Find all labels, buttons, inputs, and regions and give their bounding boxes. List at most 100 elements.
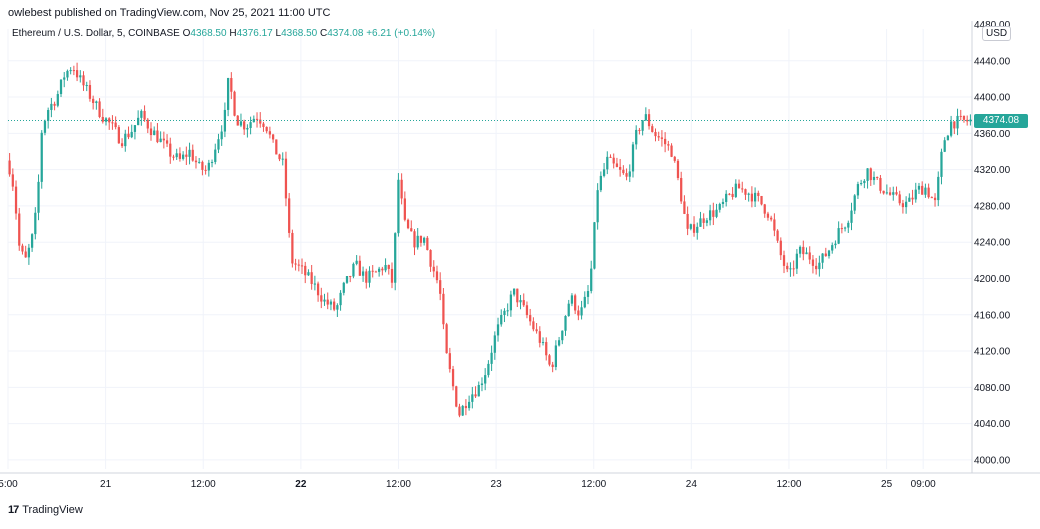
candle-body [233,91,236,116]
candle-body [133,125,137,132]
tradingview-logo-icon: 17 [8,504,19,516]
candle-body [876,176,879,178]
candle-body [320,295,323,302]
candle-body [557,340,561,346]
candle-body [66,70,69,78]
candle-body [435,271,439,281]
candle-body [384,264,387,271]
candle-body [371,270,374,272]
candle-body [43,120,47,133]
close-label: C [320,28,328,39]
candle-body [149,128,153,136]
candle-body [313,283,316,285]
candle-body [500,314,503,325]
candle-body [525,305,529,316]
candle-body [304,265,307,276]
open-value: 4368.50 [190,28,227,39]
candle-body [445,324,448,354]
candle-body [606,156,609,170]
candle-body [143,110,146,120]
candle-body [419,235,423,243]
candlestick-chart[interactable]: 4000.00 4040.00 4080.00 4120.00 4160.00 4200.… [0,21,1040,497]
footer-brand[interactable]: TradingView [22,504,83,516]
chart-grid [7,29,972,469]
candle-body [207,162,210,171]
chart-axes: 4000.00 4040.00 4080.00 4120.00 4160.00 4200.… [0,21,1040,490]
candle-body [480,383,484,386]
candle-body [27,247,31,258]
candle-body [667,144,670,146]
candle-body [18,213,21,246]
candle-body [79,75,82,78]
candle-body [268,131,272,135]
candle-body [426,237,429,251]
candle-body [689,224,692,229]
candle-body [172,156,175,158]
candle-body [692,224,696,233]
candle-body [795,253,798,269]
candle-body [82,75,85,86]
candle-body [583,296,586,308]
candle-body [843,227,847,229]
candle-body [831,245,834,251]
candle-body [326,299,329,305]
candle-body [840,228,843,230]
candle-body [933,197,937,201]
candle-body [631,144,635,172]
candle-body [779,240,782,256]
footer: 17 TradingView [8,504,83,516]
publisher-header: owlebest published on TradingView.com, N… [8,7,331,19]
candle-body [622,169,625,174]
candle-body [153,130,156,136]
candle-body [63,77,66,80]
candle-body [349,276,352,278]
candle-body [477,385,480,397]
candle-body [519,300,522,303]
candle-body [737,183,741,189]
candle-body [365,271,368,283]
y-tick-label: 4080.00 [974,383,1011,394]
candle-body [898,194,901,204]
candle-body [770,217,773,220]
candle-body [201,161,204,170]
candle-body [284,158,288,199]
candle-body [178,153,182,159]
candle-body [753,192,757,202]
candle-body [101,116,104,122]
candle-body [339,292,342,306]
candle-body [888,192,892,195]
candle-body [8,160,11,175]
candle-body [378,268,381,272]
candle-body [908,197,911,202]
candle-body [506,310,509,312]
candle-body [593,222,596,269]
candle-body [358,260,361,276]
candle-body [259,119,262,124]
candle-body [808,252,811,260]
candle-body [628,171,631,177]
candle-body [503,310,506,315]
candle-body [127,133,130,138]
candle-body [721,201,725,204]
candle-body [956,115,959,129]
currency-button[interactable]: USD [982,26,1012,41]
y-tick-label: 4320.00 [974,165,1011,176]
x-tick-label: 24 [686,479,698,490]
candle-body [387,264,390,269]
candle-body [262,123,265,127]
candle-body [423,237,426,243]
candle-body [532,321,535,330]
candle-body [712,210,715,217]
candle-body [599,175,602,191]
candle-body [300,265,304,267]
candle-body [644,114,647,121]
candle-body [818,262,821,270]
candle-body [451,369,455,387]
y-tick-label: 4440.00 [974,56,1011,67]
candle-body [538,331,541,343]
candle-body [798,246,802,254]
candle-body [159,138,162,143]
candle-body [458,406,461,416]
candle-body [124,133,127,147]
y-tick-label: 4000.00 [974,455,1011,466]
